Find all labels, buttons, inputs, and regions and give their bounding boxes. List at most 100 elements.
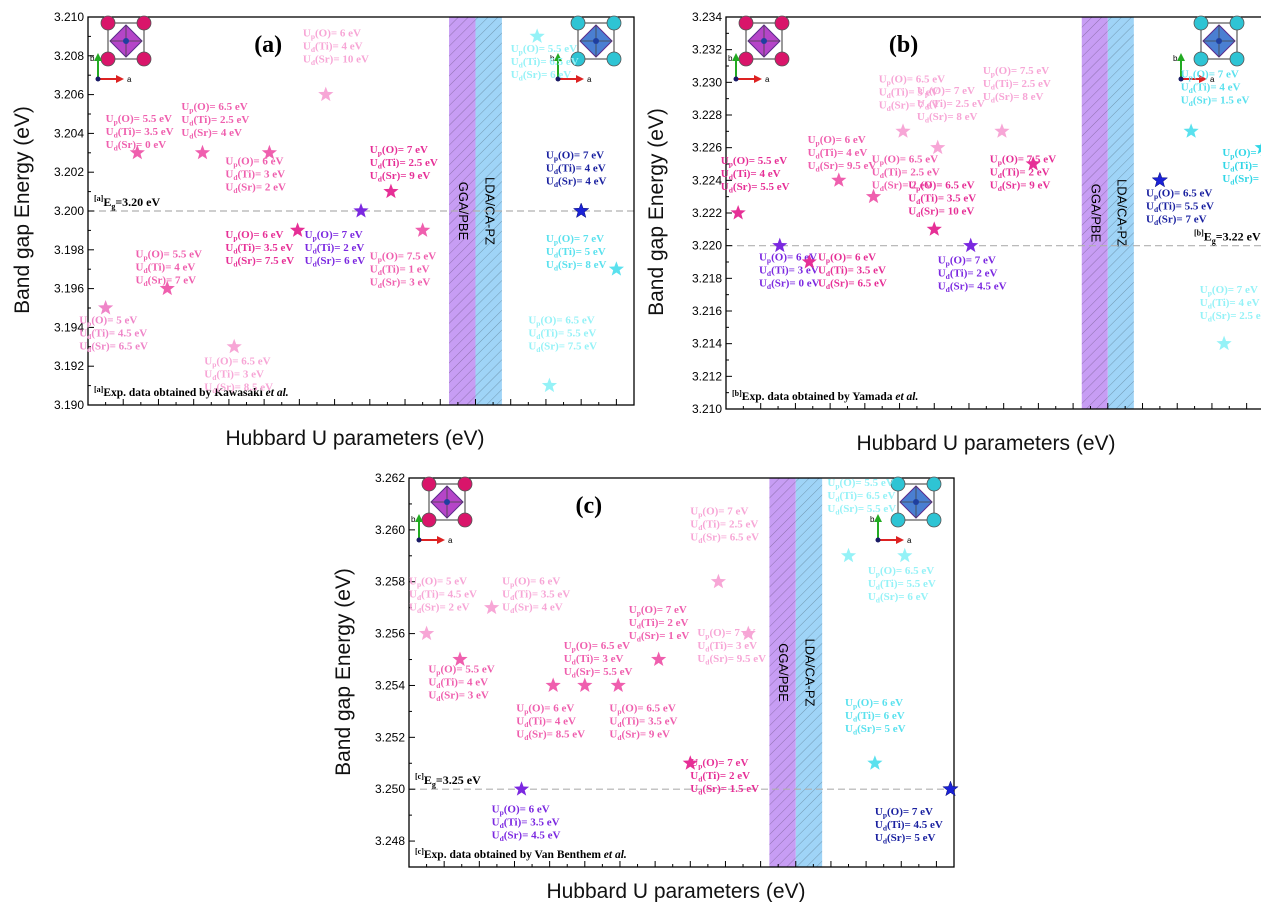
- u-param-label: Ud(Ti)= 4 eV: [303, 40, 363, 54]
- sr-atom: [738, 15, 754, 31]
- u-param-label: Ud(Sr)= 6 eV: [868, 591, 929, 605]
- u-param-label: Ud(Ti)= 4 eV: [808, 147, 868, 161]
- u-param-label: Ud(Ti)= 4.5 eV: [875, 819, 943, 833]
- data-point-star: [740, 625, 756, 641]
- data-point-star: [865, 188, 882, 204]
- u-param-label: Ud(Sr)= 2.5 eV: [1200, 310, 1261, 324]
- u-param-label: Ud(Ti)= 2 eV: [305, 242, 365, 256]
- sr-atom: [570, 51, 586, 67]
- u-param-label: Ud(Sr)= 10 eV: [908, 206, 974, 220]
- u-param-label: Up(O)= 7 eV: [546, 150, 604, 164]
- u-param-label: Ud(Ti)= 3.5 eV: [492, 817, 560, 831]
- data-point-star: [226, 338, 242, 354]
- u-param-label: Up(O)= 5.5 eV: [106, 113, 172, 127]
- u-param-label: Ud(Sr)= 8.5 eV: [204, 381, 273, 395]
- sr-atom: [606, 51, 622, 67]
- band-hatch: [1107, 17, 1134, 409]
- data-point-star: [98, 300, 114, 315]
- u-param-label: Ud(Sr)= 9.5 eV: [697, 653, 766, 667]
- data-point-star: [513, 781, 530, 796]
- band-label: GGA/PBE: [1088, 184, 1103, 243]
- u-param-label: Ud(Sr)= 8 eV: [983, 91, 1044, 105]
- data-point-star: [159, 280, 175, 296]
- u-param-label: Ud(Sr)= 9 eV: [990, 179, 1051, 193]
- u-param-label: Ud(Ti)= 2.5 eV: [690, 518, 758, 532]
- u-param-label: Up(O)= 7.5 eV: [370, 251, 436, 265]
- u-param-label: Ud(Sr)= 3 eV: [370, 277, 431, 291]
- u-param-label: Ud(Sr)= 5 eV: [875, 832, 936, 846]
- reference-label: [c]Eg=3.25 eV: [415, 772, 481, 789]
- chart-panel-a: GGA/PBE LDA/CA-PZ3.1903.1923.1943.1963.19…: [11, 10, 635, 450]
- data-point-star: [651, 651, 667, 667]
- data-point-star: [710, 573, 727, 589]
- sr-atom: [1229, 15, 1245, 31]
- u-param-label: Up(O)= 7 eV: [697, 627, 755, 641]
- u-param-label: Ud(Sr)= 6 eV: [305, 255, 366, 269]
- y-tick-label: 3.262: [375, 471, 405, 485]
- y-tick-label: 3.194: [54, 320, 84, 334]
- y-tick-label: 3.260: [375, 523, 405, 537]
- u-param-label: Up(O)= 7 eV: [629, 604, 687, 618]
- u-param-label: Ud(Sr)= 4 eV: [546, 176, 607, 190]
- u-param-label: Up(O)= 6.5 eV: [1146, 188, 1212, 202]
- data-point-star: [129, 144, 145, 160]
- y-axis-label: Band gap Energy (eV): [11, 106, 34, 314]
- u-param-label: Ud(Ti)= 5 eV: [546, 246, 606, 259]
- sr-atom: [926, 512, 942, 528]
- b-axis-head: [874, 514, 882, 522]
- data-point-star: [1254, 143, 1261, 155]
- u-param-label: Ud(Ti)= 2.5 eV: [181, 114, 249, 128]
- data-point-star: [895, 123, 911, 138]
- data-point-star: [452, 651, 468, 667]
- data-point-star: [383, 183, 399, 199]
- origin: [95, 76, 101, 82]
- ti-atom: [593, 38, 599, 44]
- b-axis-label: b: [1173, 54, 1178, 63]
- y-tick-label: 3.192: [54, 359, 84, 373]
- y-tick-label: 3.258: [375, 575, 405, 589]
- data-point-star: [1183, 123, 1199, 138]
- u-param-label: Ud(Ti)= 4.5 eV: [409, 588, 477, 602]
- b-axis-head: [554, 53, 562, 61]
- u-param-label: Up(O)= 6 eV: [492, 804, 550, 818]
- u-param-label: Ud(Ti)= 2 eV: [629, 617, 689, 631]
- a-axis-label: a: [1210, 75, 1215, 84]
- b-axis-label: b: [411, 515, 416, 524]
- u-param-label: Ud(Sr)= 7 eV: [879, 99, 940, 113]
- data-point-star: [194, 144, 211, 160]
- u-param-label: Up(O)= 6 eV: [502, 575, 560, 589]
- a-axis-head: [754, 75, 762, 83]
- band-hatch: [769, 478, 796, 867]
- sr-atom: [457, 512, 473, 528]
- sr-atom: [570, 15, 586, 31]
- u-param-label: Ud(Sr)= 8 eV: [546, 259, 607, 273]
- u-param-label: Up(O)= 7.5 eV: [1222, 147, 1261, 161]
- u-param-label: Ud(Ti)= 6 eV: [845, 710, 905, 724]
- y-tick-label: 3.210: [54, 10, 84, 24]
- origin: [1178, 76, 1184, 82]
- u-param-label: Ud(Sr)= 8.5 eV: [516, 728, 585, 742]
- b-axis-label: b: [90, 54, 95, 63]
- y-tick-label: 3.216: [692, 304, 722, 318]
- u-param-label: Up(O)= 5.5 eV: [511, 43, 577, 57]
- y-tick-label: 3.202: [54, 165, 84, 179]
- sr-atom: [774, 15, 790, 31]
- u-param-label: Up(O)= 6 eV: [225, 229, 283, 243]
- y-tick-label: 3.200: [54, 204, 84, 218]
- band-hatch: [1081, 17, 1108, 409]
- origin: [555, 76, 561, 82]
- u-param-label: Up(O)= 6 eV: [303, 27, 361, 41]
- crystal-structure-srtio3-cyan-icon: [570, 15, 622, 67]
- u-param-label: Ud(Ti)= 3.5 eV: [502, 588, 570, 602]
- u-param-label: Ud(Sr)= 7 eV: [1146, 214, 1207, 228]
- u-param-label: Ud(Ti)= 5.5 eV: [868, 578, 936, 592]
- u-param-label: Ud(Ti)= 4 eV: [1222, 160, 1261, 174]
- crystal-structure-srtio3-cyan-icon: [1193, 15, 1245, 67]
- u-param-label: Ud(Sr)= 0 eV: [759, 277, 820, 291]
- data-point-star: [577, 677, 593, 692]
- data-point-star: [1216, 335, 1232, 351]
- x-axis-label: Hubbard U parameters (eV): [225, 427, 484, 450]
- u-param-label: Ud(Ti)= 4 eV: [546, 163, 606, 177]
- y-tick-label: 3.232: [692, 43, 722, 57]
